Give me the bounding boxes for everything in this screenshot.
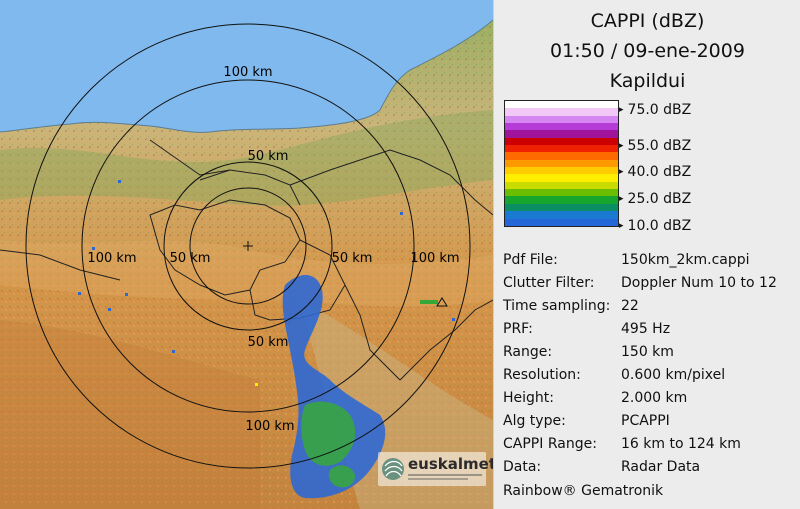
mountain-band	[0, 240, 493, 307]
info-key: Height:	[503, 390, 554, 406]
info-key: Range:	[503, 344, 553, 360]
legend-color-band	[505, 137, 618, 146]
radar-center-marker	[243, 241, 253, 251]
info-key: PRF:	[503, 321, 533, 337]
ring-label-bottom-100: 100 km	[245, 419, 294, 434]
info-row: Data: Radar Data	[503, 459, 800, 481]
info-row: CAPPI Range: 16 km to 124 km	[503, 436, 800, 458]
legend-color-band	[505, 123, 618, 131]
legend-tick-10: 10.0 dBZ	[619, 219, 692, 233]
info-value: 16 km to 124 km	[621, 436, 741, 452]
info-key: Pdf File:	[503, 252, 558, 268]
info-key: Clutter Filter:	[503, 275, 595, 291]
legend-tick-40: 40.0 dBZ	[619, 165, 692, 179]
range-rings	[25, 23, 471, 469]
legend-color-band	[505, 196, 618, 204]
info-row: Height: 2.000 km	[503, 390, 800, 412]
legend-color-band	[505, 203, 618, 212]
logo-text: euskalmet	[408, 455, 493, 473]
info-key: Time sampling:	[503, 298, 611, 314]
product-datetime: 01:50 / 09-ene-2009	[550, 40, 745, 62]
info-row: Pdf File: 150km_2km.cappi	[503, 252, 800, 274]
color-legend	[504, 100, 619, 227]
echo-core	[301, 401, 356, 466]
info-key: Data:	[503, 459, 542, 475]
info-value: 495 Hz	[621, 321, 671, 337]
info-value: Radar Data	[621, 459, 701, 475]
info-row: Alg type: PCAPPI	[503, 413, 800, 435]
vendor-credit: Rainbow® Gematronik	[503, 483, 664, 499]
legend-color-band	[505, 145, 618, 153]
ring-label-left-50: 50 km	[170, 251, 211, 266]
legend-color-band	[505, 108, 618, 116]
echo-core-2	[328, 465, 356, 488]
legend-tick-25: 25.0 dBZ	[619, 192, 692, 206]
precipitation-echoes	[78, 180, 455, 499]
ring-label-bottom-50: 50 km	[248, 335, 289, 350]
legend-color-band	[505, 181, 618, 190]
green-valley	[0, 110, 493, 206]
euskalmet-logo: euskalmet	[378, 452, 493, 486]
legend-color-band	[505, 115, 618, 124]
info-key: Alg type:	[503, 413, 566, 429]
legend-color-band	[505, 167, 618, 175]
ring-label-top-50: 50 km	[248, 149, 289, 164]
info-row: Clutter Filter: Doppler Num 10 to 12	[503, 275, 800, 297]
info-value: Doppler Num 10 to 12	[621, 275, 777, 291]
info-value: 150km_2km.cappi	[621, 252, 750, 268]
info-row: PRF: 495 Hz	[503, 321, 800, 343]
legend-color-band	[505, 189, 618, 197]
sea	[0, 0, 493, 133]
legend-color-band	[505, 211, 618, 219]
legend-color-band	[505, 152, 618, 160]
ring-100km	[25, 23, 471, 469]
info-key: Resolution:	[503, 367, 581, 383]
ring-label-right-50: 50 km	[332, 251, 373, 266]
legend-tick-75: 75.0 dBZ	[619, 103, 692, 117]
info-value: 150 km	[621, 344, 674, 360]
product-title: CAPPI (dBZ)	[590, 10, 705, 32]
radar-map-svg: 100 km 50 km 100 km 50 km 50 km 100 km 5…	[0, 0, 493, 509]
info-row: Time sampling: 22	[503, 298, 800, 320]
legend-color-band	[505, 218, 618, 226]
info-panel: CAPPI (dBZ) 01:50 / 09-ene-2009 Kapildui…	[493, 0, 800, 509]
info-value: 2.000 km	[621, 390, 688, 406]
legend-color-band	[505, 130, 618, 138]
info-row: Range: 150 km	[503, 344, 800, 366]
triangle-marker	[436, 297, 448, 307]
info-value: PCAPPI	[621, 413, 670, 429]
coastline	[0, 19, 493, 133]
ring-25km	[189, 187, 307, 305]
info-value: 0.600 km/pixel	[621, 367, 726, 383]
province-borders	[0, 139, 493, 381]
ring-50km	[163, 161, 333, 331]
info-key: CAPPI Range:	[503, 436, 597, 452]
ring-75km	[81, 79, 415, 413]
legend-color-band	[505, 174, 618, 182]
ring-label-top-100: 100 km	[223, 65, 272, 80]
legend-color-band	[505, 159, 618, 168]
legend-tick-55: 55.0 dBZ	[619, 139, 692, 153]
ring-label-left-100: 100 km	[87, 251, 136, 266]
info-value: 22	[621, 298, 639, 314]
ring-label-right-100: 100 km	[410, 251, 459, 266]
radar-map: 100 km 50 km 100 km 50 km 50 km 100 km 5…	[0, 0, 493, 509]
legend-color-band	[505, 101, 618, 109]
radar-site-name: Kapildui	[609, 70, 686, 92]
info-row: Resolution: 0.600 km/pixel	[503, 367, 800, 389]
